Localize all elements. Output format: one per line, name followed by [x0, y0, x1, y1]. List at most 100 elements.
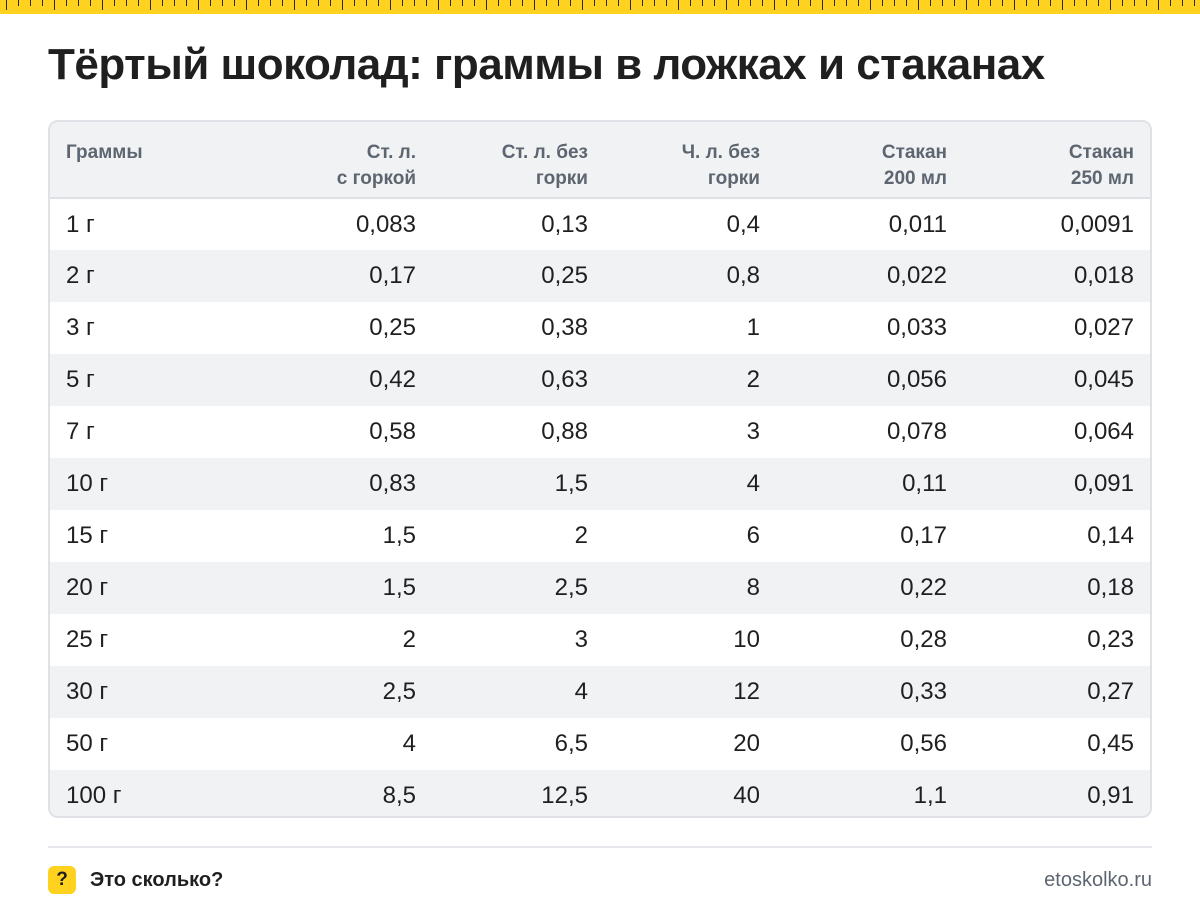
table-body: 1 г 0,083 0,13 0,4 0,011 0,0091 2 г 0,17 0,25 0,8…: [50, 198, 1150, 816]
value-cell: 0,42: [369, 366, 416, 393]
value-cell: 2: [402, 626, 416, 653]
grams-cell: 25 г: [66, 626, 109, 653]
value-cell: 0,018: [1073, 262, 1134, 289]
value-cell: 4: [746, 470, 760, 497]
grams-cell: 1 г: [66, 210, 95, 238]
value-cell: 0,056: [886, 366, 947, 393]
value-cell: 0,8: [726, 262, 760, 289]
value-cell: 4: [574, 678, 588, 705]
value-cell: 0,045: [1073, 366, 1134, 393]
value-cell: 0,56: [900, 730, 947, 757]
grams-cell: 100 г: [66, 782, 122, 809]
value-cell: 10: [733, 626, 760, 653]
grams-cell: 3 г: [66, 314, 95, 341]
value-cell: 2: [574, 522, 588, 549]
value-cell: 0,22: [900, 574, 947, 601]
header-grams: Граммы: [66, 142, 143, 163]
footer-divider: [48, 846, 1152, 848]
value-cell: 12: [733, 678, 760, 705]
grams-cell: 50 г: [66, 730, 109, 757]
value-cell: 0,064: [1073, 418, 1134, 445]
table-row: 30 г 2,5 4 12 0,33 0,27: [50, 666, 1150, 718]
grams-cell: 7 г: [66, 418, 95, 445]
value-cell: 0,011: [888, 210, 947, 238]
page-title: Тёртый шоколад: граммы в ложках и стакан…: [48, 40, 1045, 89]
value-cell: 8: [746, 574, 760, 601]
table-row: 20 г 1,5 2,5 8 0,22 0,18: [50, 562, 1150, 614]
grams-cell: 5 г: [66, 366, 95, 393]
value-cell: 0,078: [886, 418, 947, 445]
value-cell: 1,5: [382, 522, 416, 549]
ruler-decoration: [0, 0, 1200, 14]
grams-cell: 2 г: [66, 262, 95, 289]
value-cell: 0,83: [369, 470, 416, 497]
value-cell: 0,27: [1087, 678, 1134, 705]
header-glass-250: Стакан 250 мл: [1068, 142, 1134, 189]
value-cell: 0,022: [886, 262, 947, 289]
value-cell: 2,5: [554, 574, 588, 601]
value-cell: 0,18: [1087, 574, 1134, 601]
table-row: 7 г 0,58 0,88 3 0,078 0,064: [50, 406, 1150, 458]
table-row: 15 г 1,5 2 6 0,17 0,14: [50, 510, 1150, 562]
value-cell: 0,88: [541, 418, 588, 445]
value-cell: 1: [746, 314, 760, 341]
grams-cell: 10 г: [66, 470, 109, 497]
table-row: 50 г 4 6,5 20 0,56 0,45: [50, 718, 1150, 770]
table-row: 2 г 0,17 0,25 0,8 0,022 0,018: [50, 250, 1150, 302]
table-row: 10 г 0,83 1,5 4 0,11 0,091: [50, 458, 1150, 510]
value-cell: 0,13: [541, 210, 588, 238]
value-cell: 0,11: [902, 470, 947, 497]
table-row: 3 г 0,25 0,38 1 0,033 0,027: [50, 302, 1150, 354]
value-cell: 0,23: [1087, 626, 1134, 653]
header-tsp-level: Ч. л. без горки: [681, 142, 760, 189]
conversion-table: Граммы Ст. л. с горкой Ст. л. без горки Ч.…: [50, 122, 1150, 816]
value-cell: 1,5: [554, 470, 588, 497]
value-cell: 20: [733, 730, 760, 757]
value-cell: 3: [746, 418, 760, 445]
value-cell: 0,91: [1087, 782, 1134, 809]
value-cell: 6,5: [554, 730, 588, 757]
value-cell: 6: [746, 522, 760, 549]
header-tbsp-level: Ст. л. без горки: [501, 142, 588, 189]
table-row: 5 г 0,42 0,63 2 0,056 0,045: [50, 354, 1150, 406]
value-cell: 0,33: [900, 678, 947, 705]
value-cell: 40: [733, 782, 760, 809]
question-badge-icon: ?: [48, 866, 76, 894]
value-cell: 0,083: [355, 210, 416, 238]
brand-name: Это сколько?: [90, 869, 224, 891]
table-row: 25 г 2 3 10 0,28 0,23: [50, 614, 1150, 666]
value-cell: 2,5: [382, 678, 416, 705]
value-cell: 0,027: [1073, 314, 1134, 341]
value-cell: 0,25: [369, 314, 416, 341]
value-cell: 0,0091: [1060, 210, 1134, 238]
table-row: 1 г 0,083 0,13 0,4 0,011 0,0091: [50, 198, 1150, 250]
value-cell: 0,14: [1087, 522, 1134, 549]
header-glass-200: Стакан 200 мл: [881, 142, 947, 189]
value-cell: 8,5: [382, 782, 416, 809]
table-row: 100 г 8,5 12,5 40 1,1 0,91: [50, 770, 1150, 816]
header-tbsp-heaped: Ст. л. с горкой: [336, 142, 416, 189]
value-cell: 1,1: [913, 782, 947, 809]
grams-cell: 15 г: [66, 522, 109, 549]
grams-cell: 20 г: [66, 574, 109, 601]
value-cell: 0,63: [541, 366, 588, 393]
conversion-table-container: Граммы Ст. л. с горкой Ст. л. без горки Ч.…: [48, 120, 1152, 818]
value-cell: 0,45: [1087, 730, 1134, 757]
value-cell: 12,5: [541, 782, 588, 809]
value-cell: 1,5: [382, 574, 416, 601]
grams-cell: 30 г: [66, 678, 109, 705]
value-cell: 4: [402, 730, 416, 757]
table-header-row: Граммы Ст. л. с горкой Ст. л. без горки Ч.…: [50, 122, 1150, 198]
value-cell: 0,58: [369, 418, 416, 445]
value-cell: 0,033: [886, 314, 947, 341]
value-cell: 3: [574, 626, 588, 653]
value-cell: 2: [746, 366, 760, 393]
value-cell: 0,28: [900, 626, 947, 653]
value-cell: 0,091: [1073, 470, 1134, 497]
site-link[interactable]: etoskolko.ru: [1044, 869, 1152, 891]
value-cell: 0,25: [541, 262, 588, 289]
value-cell: 0,17: [900, 522, 947, 549]
value-cell: 0,17: [369, 262, 416, 289]
value-cell: 0,38: [541, 314, 588, 341]
value-cell: 0,4: [726, 210, 760, 238]
